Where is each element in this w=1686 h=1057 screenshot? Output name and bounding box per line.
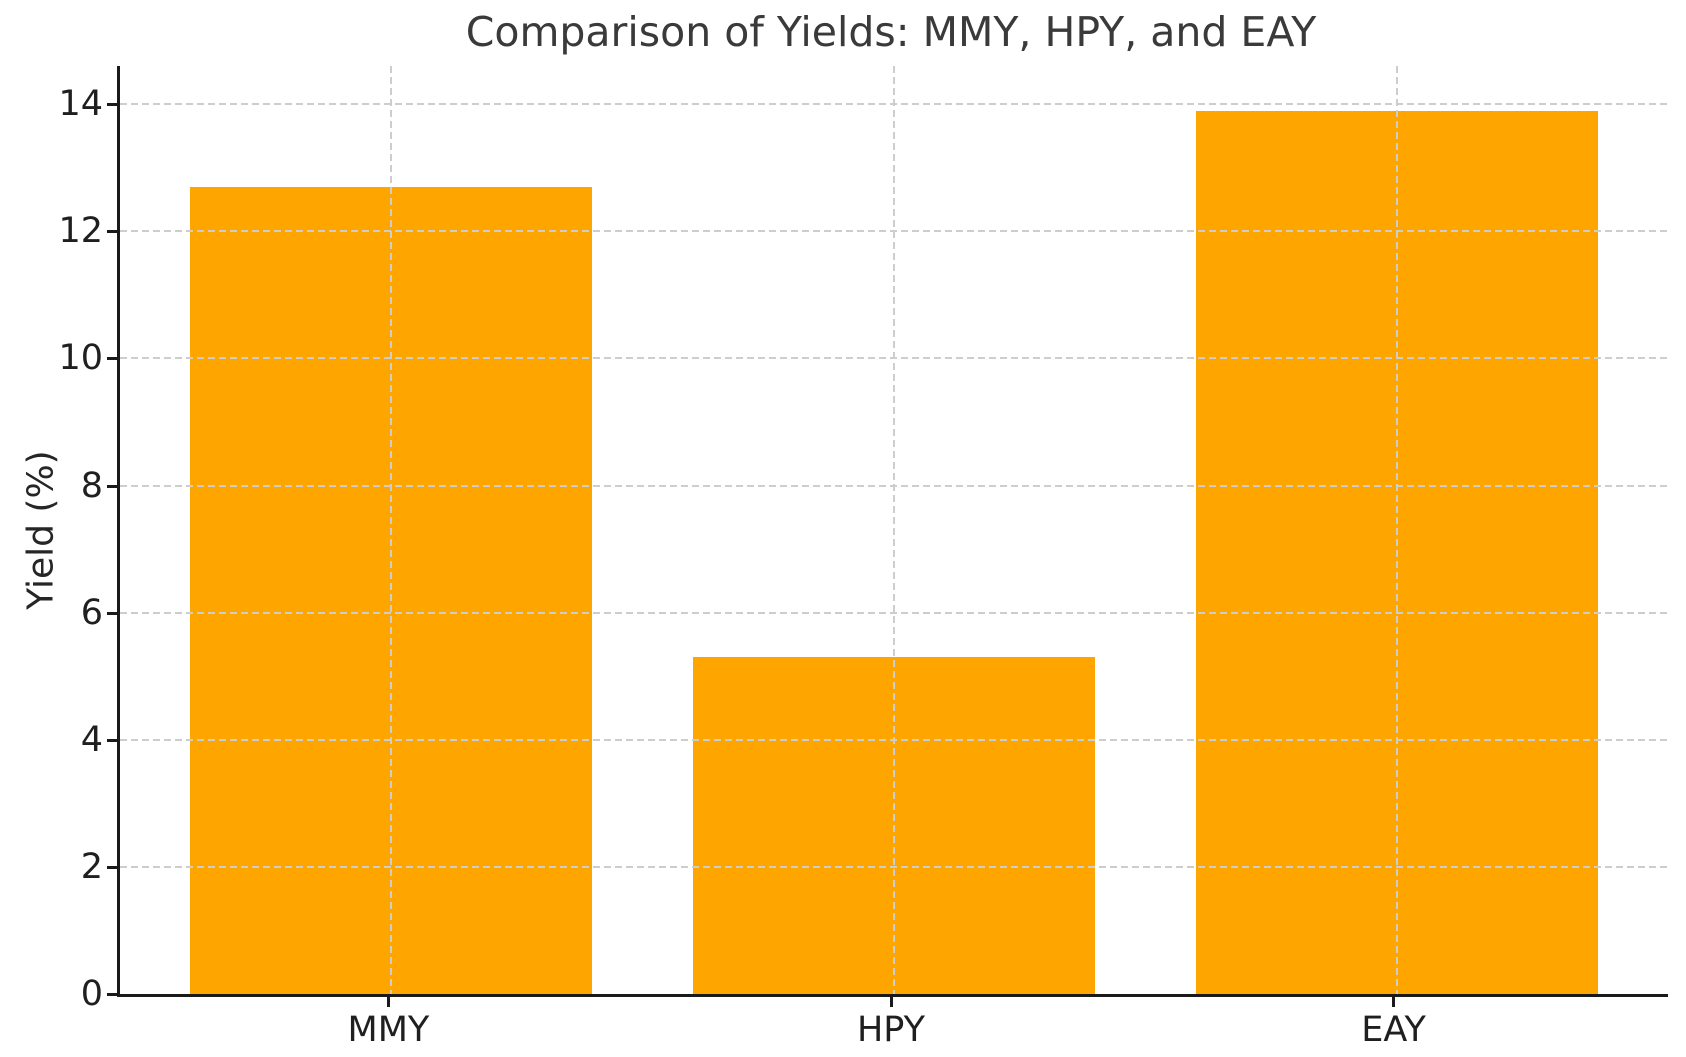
y-tick-2	[107, 865, 117, 869]
x-tick-eay	[1392, 997, 1396, 1007]
x-tick-label-mmy: MMY	[347, 1010, 430, 1050]
y-tick-14	[107, 103, 117, 107]
y-tick-label-4: 4	[80, 719, 103, 760]
v-gridline-hpy	[893, 66, 895, 994]
y-tick-label-2: 2	[80, 846, 103, 887]
y-tick-6	[107, 611, 117, 615]
y-tick-12	[107, 230, 117, 234]
v-gridline-eay	[1395, 66, 1398, 994]
y-tick-label-6: 6	[80, 592, 103, 633]
plot-area	[117, 66, 1668, 997]
y-tick-label-12: 12	[58, 211, 103, 252]
y-tick-label-0: 0	[80, 974, 103, 1014]
x-tick-label-eay: EAY	[1361, 1010, 1426, 1050]
x-tick-label-hpy: HPY	[856, 1010, 926, 1050]
y-tick-10	[107, 357, 117, 361]
y-tick-4	[107, 738, 117, 742]
x-tick-hpy	[889, 997, 893, 1007]
v-gridline-mmy	[390, 66, 393, 994]
y-tick-label-10: 10	[58, 338, 103, 379]
chart-title: Comparison of Yields: MMY, HPY, and EAY	[465, 8, 1317, 56]
x-tick-mmy	[386, 997, 390, 1007]
y-tick-label-8: 8	[80, 465, 103, 506]
y-tick-label-14: 14	[58, 84, 103, 125]
y-tick-0	[107, 993, 117, 996]
y-tick-8	[107, 484, 117, 488]
